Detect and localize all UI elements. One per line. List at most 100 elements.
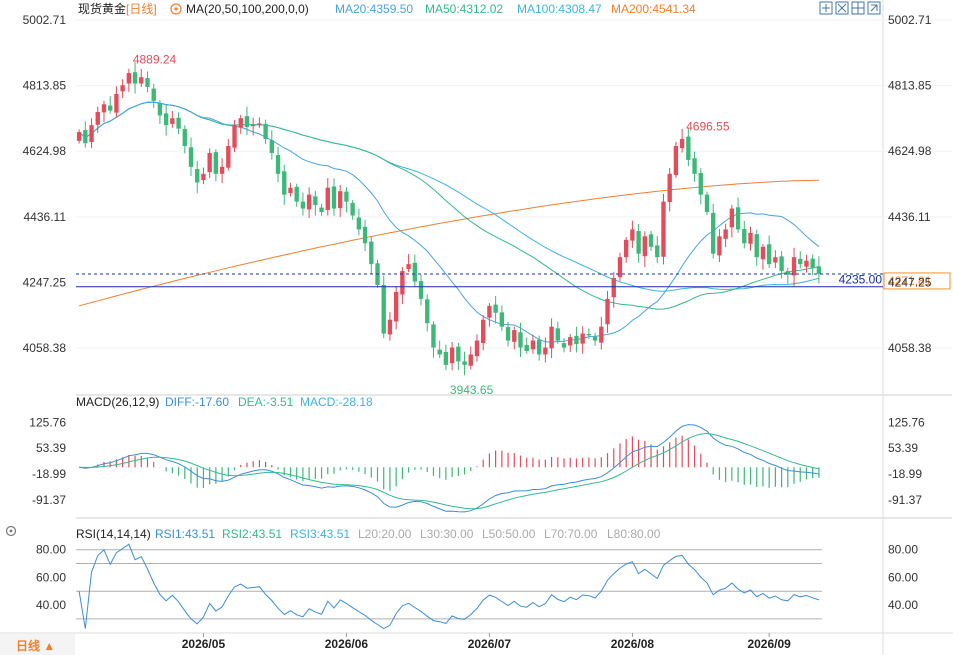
ma20-line: [78, 101, 820, 343]
candle-body: [207, 152, 212, 173]
candle-body: [344, 191, 349, 202]
candle-body: [468, 354, 473, 366]
candle-body: [437, 349, 442, 355]
candle-body: [462, 361, 467, 365]
rsi-tick-left: 40.00: [36, 598, 66, 612]
candle-body: [188, 147, 194, 167]
candle-body: [331, 186, 337, 209]
candle-body: [219, 166, 225, 174]
macd-tick-right: 125.76: [888, 415, 925, 429]
candle-body: [599, 326, 604, 343]
period-button-label: 日线 ▲: [16, 638, 55, 653]
candle-body: [555, 328, 560, 341]
ma50-line: [78, 101, 820, 310]
candle-body: [742, 228, 747, 244]
last-price-box: 4271.81: [883, 272, 951, 290]
candle-body: [232, 125, 237, 148]
rsi-l70: L70:70.00: [544, 527, 598, 541]
price-tick-right: 5002.71: [888, 13, 932, 27]
candle-body: [393, 291, 399, 322]
price-tick-left: 4624.98: [23, 144, 67, 158]
candle-body: [238, 118, 243, 128]
candle-body: [673, 146, 679, 176]
candle-body: [400, 271, 405, 295]
candle-body: [213, 152, 219, 174]
candle-body: [83, 130, 88, 144]
low-label: 3943.65: [450, 383, 494, 397]
candle-body: [108, 105, 113, 111]
candle-body: [549, 326, 554, 349]
settings-icon[interactable]: [5, 525, 17, 537]
candle-body: [163, 113, 169, 126]
candle-body: [499, 312, 505, 327]
macd-tick-left: -91.37: [32, 493, 66, 507]
candle-body: [226, 146, 231, 168]
candle-body: [481, 319, 486, 344]
macd-value: MACD:-28.18: [300, 395, 373, 409]
candle-body: [176, 117, 181, 129]
candle-body: [648, 234, 654, 247]
candle-body: [561, 343, 567, 348]
price-tick-left: 4813.85: [23, 79, 67, 93]
date-axis-labels: 2026/05 2026/06 2026/07 2026/08 2026/09: [182, 633, 791, 651]
candle-body: [791, 257, 797, 276]
date-tick-label: 2026/07: [468, 637, 512, 651]
rsi-l50: L50:50.00: [482, 527, 536, 541]
grid-icon[interactable]: [851, 1, 865, 15]
candle-body: [773, 257, 778, 263]
candle-body: [120, 85, 125, 92]
period-button[interactable]: 日线 ▲: [0, 634, 75, 655]
rsi-tick-right: 60.00: [888, 570, 918, 584]
rsi-label: RSI(14,14,14): [76, 527, 151, 541]
candle-body: [356, 217, 362, 230]
macd-diff-line: [79, 424, 819, 513]
candle-body: [132, 72, 138, 84]
candle-body: [425, 299, 430, 324]
candle-body: [126, 73, 132, 84]
macd-panel: [79, 424, 820, 513]
candle-body: [263, 123, 268, 140]
candle-body: [655, 245, 660, 258]
expand-icon[interactable]: [867, 1, 881, 15]
candle-body: [505, 327, 511, 341]
gear-icon[interactable]: [170, 3, 182, 15]
candle-body: [319, 207, 324, 213]
macd-tick-left: 125.76: [29, 415, 66, 429]
support-line-value: 4235.00: [839, 273, 883, 287]
crosshair-icon[interactable]: [819, 1, 833, 15]
ma-label: MA(20,50,100,200,0,0): [186, 2, 309, 16]
macd-tick-right: -91.37: [888, 493, 922, 507]
fullscreen-icon[interactable]: [835, 1, 849, 15]
candle-body: [294, 186, 299, 202]
candle-body: [785, 271, 790, 275]
macd-tick-right: 53.39: [888, 441, 918, 455]
candle-body: [748, 232, 753, 244]
candle-body: [586, 334, 592, 336]
price-tick-right: 4813.85: [888, 79, 932, 93]
candle-body: [406, 264, 411, 270]
rsi-tick-right: 40.00: [888, 598, 918, 612]
macd-dea-line: [79, 432, 820, 510]
macd-label: MACD(26,12,9): [76, 395, 159, 409]
candle-body: [530, 340, 536, 350]
candle-body: [456, 346, 461, 362]
candle-body: [536, 339, 542, 355]
candle-body: [350, 202, 355, 216]
candle-body: [306, 194, 312, 210]
high-label: 4889.24: [133, 52, 177, 66]
rsi-axis-labels: 80.00 80.00 60.00 60.00 40.00 40.00: [36, 543, 918, 612]
candle-body: [195, 168, 200, 183]
candle-body: [257, 123, 262, 125]
candle-body: [449, 347, 455, 364]
date-tick-label: 2026/08: [611, 637, 655, 651]
main-header: 现货黄金 [日线] MA(20,50,100,200,0,0) MA20:435…: [78, 1, 696, 16]
candle-body: [630, 229, 635, 241]
price-tick-right: 4436.11: [888, 210, 931, 224]
candle-body: [543, 347, 548, 355]
candle-body: [145, 78, 150, 87]
candle-body: [431, 324, 436, 348]
candle-body: [170, 118, 175, 124]
candle-body: [369, 241, 374, 265]
instrument-name: 现货黄金: [78, 1, 126, 16]
